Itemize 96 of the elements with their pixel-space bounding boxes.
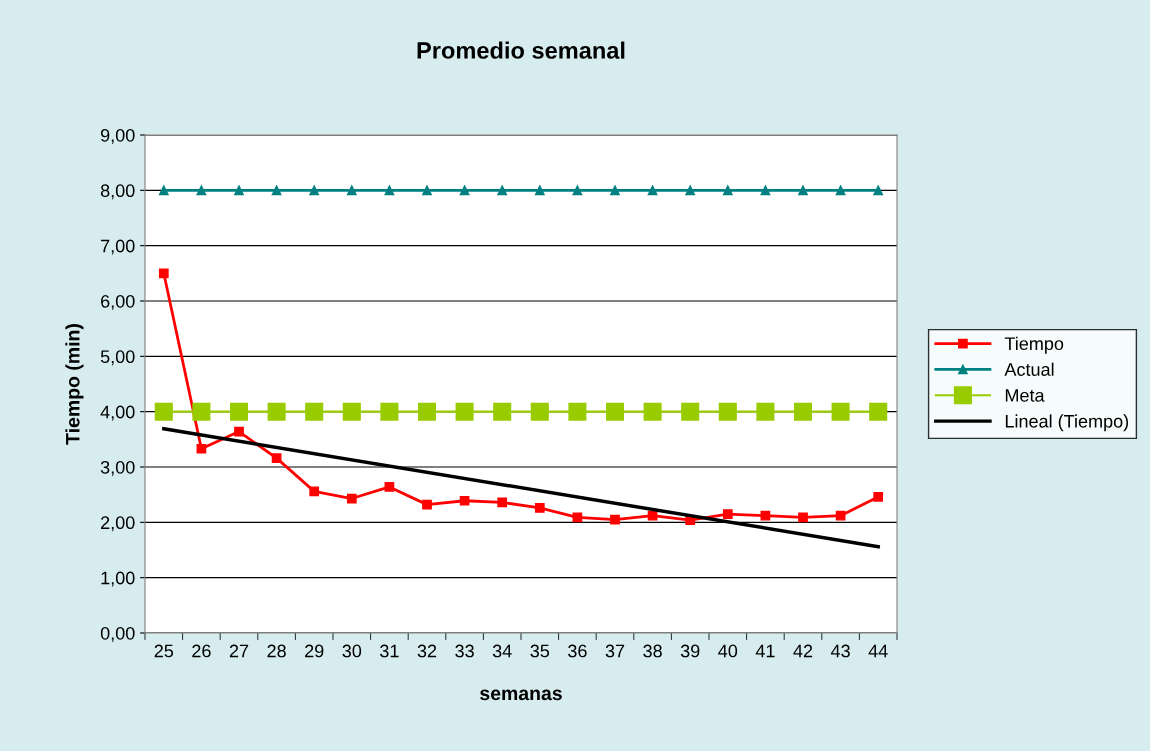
x-tick-label: 25 bbox=[154, 644, 174, 658]
point bbox=[459, 495, 470, 506]
point bbox=[422, 185, 432, 196]
point bbox=[267, 402, 286, 421]
point bbox=[534, 503, 545, 513]
point bbox=[835, 185, 846, 196]
point bbox=[305, 402, 324, 421]
point bbox=[346, 493, 357, 504]
x-tick-label: 26 bbox=[192, 644, 211, 658]
point bbox=[831, 402, 850, 421]
point bbox=[568, 402, 587, 421]
y-axis-title: Tiempo (min) bbox=[65, 324, 84, 445]
legend-label: Actual bbox=[1004, 362, 1054, 376]
point bbox=[530, 402, 549, 421]
point bbox=[722, 185, 733, 196]
point bbox=[798, 512, 808, 523]
point bbox=[610, 514, 620, 525]
point bbox=[685, 185, 696, 196]
point bbox=[798, 185, 808, 196]
x-tick-label: 37 bbox=[605, 644, 625, 658]
y-tick-label: 5,00 bbox=[100, 350, 135, 366]
point bbox=[196, 443, 207, 454]
y-tick-label: 4,00 bbox=[100, 405, 135, 421]
point bbox=[760, 510, 771, 521]
point bbox=[271, 453, 282, 464]
point bbox=[873, 185, 884, 196]
point bbox=[234, 426, 244, 437]
x-tick-label: 35 bbox=[530, 644, 550, 658]
y-tick-label: 2,00 bbox=[101, 516, 135, 532]
point bbox=[309, 185, 320, 196]
legend-label: Tiempo bbox=[1004, 336, 1064, 354]
point bbox=[422, 499, 432, 510]
point bbox=[534, 185, 545, 196]
point bbox=[497, 185, 508, 196]
legend-label: Meta bbox=[1005, 389, 1045, 402]
x-tick-label: 38 bbox=[643, 644, 662, 658]
point bbox=[572, 512, 583, 523]
y-tick-label: 9,00 bbox=[100, 128, 135, 144]
point bbox=[384, 185, 395, 196]
x-tick-label: 40 bbox=[718, 644, 738, 658]
point bbox=[192, 402, 211, 421]
point bbox=[605, 402, 625, 421]
point bbox=[793, 402, 813, 421]
point bbox=[873, 492, 884, 502]
point bbox=[271, 185, 282, 196]
point bbox=[229, 402, 249, 421]
point bbox=[610, 185, 620, 196]
point bbox=[154, 402, 173, 421]
point bbox=[718, 402, 737, 421]
point bbox=[493, 402, 512, 421]
point bbox=[572, 185, 583, 196]
point bbox=[342, 402, 361, 421]
point bbox=[756, 402, 775, 421]
x-tick-label: 42 bbox=[793, 644, 813, 658]
x-tick-label: 31 bbox=[380, 644, 399, 658]
x-tick-label: 34 bbox=[492, 644, 512, 658]
point bbox=[234, 185, 244, 196]
point bbox=[760, 185, 771, 196]
point bbox=[497, 497, 508, 508]
point bbox=[417, 402, 437, 421]
point bbox=[459, 185, 470, 196]
x-tick-label: 29 bbox=[305, 644, 324, 658]
x-tick-label: 30 bbox=[342, 644, 362, 658]
legend-label: Lineal (Tiempo) bbox=[1005, 414, 1129, 432]
point bbox=[384, 482, 395, 492]
point bbox=[380, 402, 399, 421]
point bbox=[309, 486, 320, 497]
y-tick-label: 6,00 bbox=[101, 294, 135, 310]
point bbox=[643, 402, 662, 421]
y-tick-label: 0,00 bbox=[100, 626, 135, 642]
x-tick-label: 33 bbox=[455, 644, 474, 658]
y-tick-label: 1,00 bbox=[101, 571, 135, 587]
x-tick-label: 43 bbox=[830, 644, 850, 658]
point bbox=[835, 510, 846, 521]
x-tick-label: 28 bbox=[267, 644, 286, 658]
x-tick-label: 36 bbox=[568, 644, 587, 658]
point bbox=[346, 185, 357, 196]
chart-title: Promedio semanal bbox=[417, 41, 625, 59]
point bbox=[869, 402, 888, 421]
point bbox=[647, 510, 658, 521]
x-tick-label: 44 bbox=[868, 644, 888, 658]
point bbox=[681, 402, 700, 421]
point bbox=[647, 185, 658, 196]
point bbox=[196, 185, 207, 196]
x-axis-title: semanas bbox=[480, 689, 562, 701]
x-tick-label: 32 bbox=[417, 644, 437, 658]
point bbox=[158, 268, 169, 279]
point bbox=[455, 402, 474, 421]
y-tick-label: 8,00 bbox=[100, 184, 135, 200]
x-tick-label: 27 bbox=[229, 644, 249, 658]
y-tick-label: 3,00 bbox=[100, 460, 135, 476]
point bbox=[158, 185, 169, 196]
x-tick-label: 39 bbox=[680, 644, 700, 658]
y-tick-label: 7,00 bbox=[101, 239, 135, 255]
x-tick-label: 41 bbox=[755, 644, 775, 658]
point bbox=[722, 509, 733, 519]
